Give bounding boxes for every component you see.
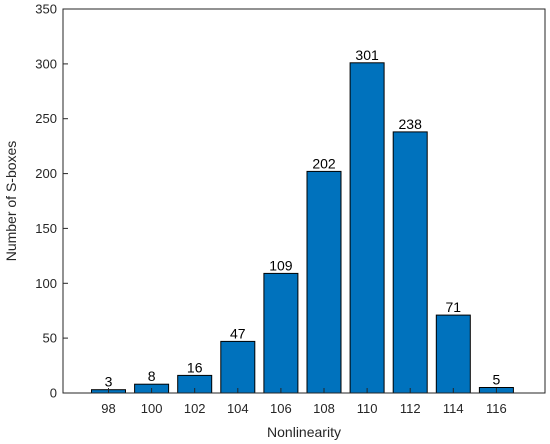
bar-data-label: 5 <box>493 372 501 388</box>
bar-110 <box>349 62 385 394</box>
data-labels-group: 3 8 16 47 109 202 301 238 71 5 <box>105 47 501 390</box>
bar-112 <box>392 131 428 394</box>
bar-data-label: 47 <box>230 325 246 341</box>
x-axis: 98 100 102 104 106 108 110 112 114 116 <box>101 388 507 416</box>
x-tick-label: 106 <box>270 401 292 416</box>
y-tick-label: 250 <box>35 111 57 126</box>
bar-data-label: 301 <box>355 47 379 63</box>
bar-data-label: 202 <box>312 155 336 171</box>
x-tick-label: 104 <box>227 401 249 416</box>
bar-106 <box>263 272 299 394</box>
x-tick-label: 112 <box>400 401 421 416</box>
y-axis: 0 50 100 150 200 250 300 350 <box>35 2 68 401</box>
bar-data-label: 238 <box>399 116 423 132</box>
y-tick-label: 300 <box>35 56 57 71</box>
y-axis-label: Number of S-boxes <box>3 141 19 262</box>
bar-data-label: 71 <box>446 299 462 315</box>
bars-group <box>91 62 514 394</box>
x-tick-label: 102 <box>184 401 206 416</box>
x-tick-label: 114 <box>443 401 464 416</box>
bar-114 <box>435 314 471 394</box>
y-tick-label: 100 <box>35 276 57 291</box>
plot-area-frame <box>62 8 546 394</box>
x-axis-label: Nonlinearity <box>267 424 341 440</box>
x-tick-label: 98 <box>101 401 115 416</box>
x-tick-label: 100 <box>141 401 163 416</box>
y-tick-label: 350 <box>35 2 57 17</box>
bar-data-label: 8 <box>148 368 156 384</box>
x-tick-label: 110 <box>357 401 378 416</box>
bar-data-label: 109 <box>269 257 293 273</box>
y-tick-label: 0 <box>50 386 57 401</box>
y-tick-label: 200 <box>35 166 57 181</box>
y-tick-label: 150 <box>35 221 57 236</box>
bar-data-label: 16 <box>187 359 203 375</box>
x-tick-label: 116 <box>486 401 507 416</box>
y-tick-label: 50 <box>43 331 57 346</box>
bar-data-label: 3 <box>105 374 113 390</box>
x-tick-label: 108 <box>313 401 335 416</box>
bar-108 <box>306 170 342 394</box>
bar-104 <box>220 340 256 394</box>
